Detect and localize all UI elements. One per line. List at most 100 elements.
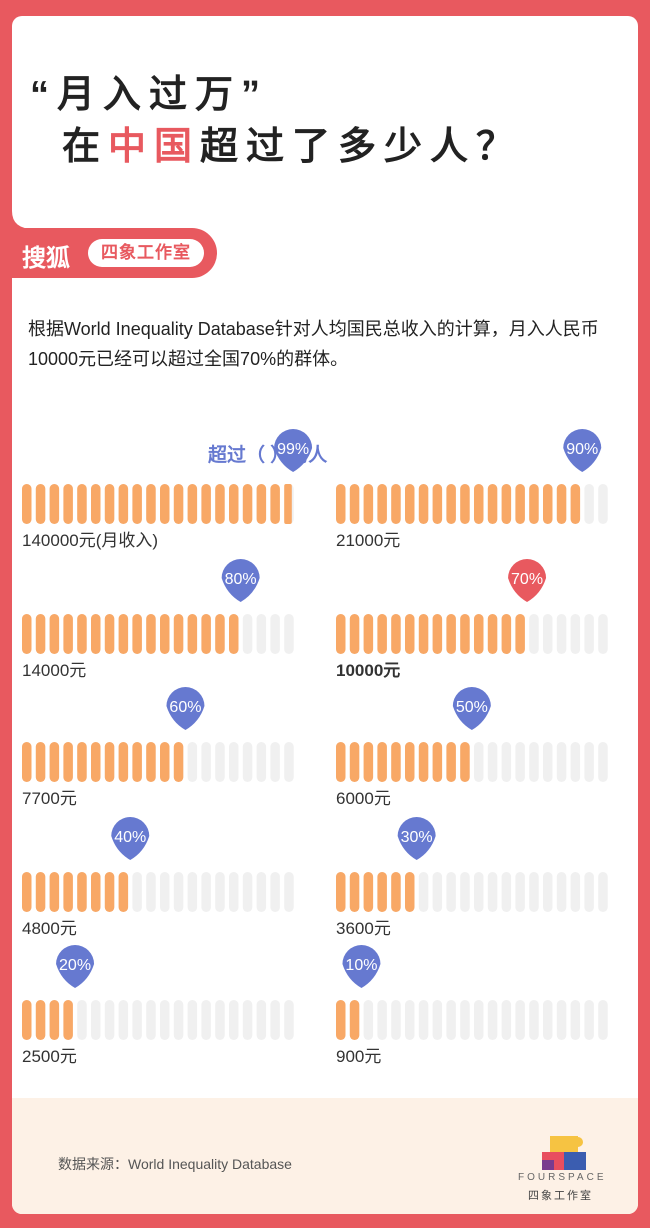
bar-segment-filled [363,872,374,912]
percent-marker [274,429,313,472]
bar-segment-filled [49,484,60,524]
bar-segment-filled [336,614,346,654]
bar-segment-filled [49,872,60,912]
percent-marker [221,559,260,602]
bar-segment-filled [91,484,101,524]
bar-segment-empty [474,1000,484,1040]
bar-segment-empty [187,1000,198,1040]
bar-segment-filled [215,484,225,524]
bar-segment-empty [556,614,567,654]
bar-segment-filled [487,614,498,654]
percent-label: 20% [59,957,91,974]
bar-segment-empty [377,1000,387,1040]
bar-segment-filled [405,484,415,524]
bar-segment-empty [584,742,594,782]
bar-segment-filled [22,1000,32,1040]
bar-segment-filled [242,484,253,524]
title-prefix: 在 [62,126,109,168]
bar-group-7: 40% 4800元 [22,817,294,938]
bar-segment-empty [584,484,594,524]
bar-segment-empty [474,872,484,912]
bar-segment-empty [187,742,198,782]
bar-segment-filled [432,742,443,782]
bar-segment-filled [77,872,87,912]
bar-segment-filled [118,742,129,782]
bar-group-1: 99% 140000元(月收入) [22,429,313,550]
bar-segment-filled [270,484,280,524]
bar-segment-filled [77,614,87,654]
bar-segment-empty [132,1000,142,1040]
bar-segment-filled [132,614,142,654]
bar-segment-filled [349,484,360,524]
bar-segment-filled [363,742,374,782]
bar-segment-filled [118,614,129,654]
bar-segment-empty [363,1000,374,1040]
bar-segment-empty [543,1000,553,1040]
bar-segment-empty [173,872,184,912]
fourspace-logo-icon [542,1136,586,1170]
bar-segment-empty [187,872,198,912]
bar-segment-filled [132,742,142,782]
title-line-1: “月入过万” [30,74,269,116]
bar-segment-filled [118,484,129,524]
bar-segment-filled [63,484,73,524]
bar-segment-filled [391,614,401,654]
percent-marker [111,817,150,860]
bar-segment-empty [391,1000,401,1040]
bar-segment-empty [501,872,512,912]
bar-segment-empty [543,742,553,782]
category-label: 900元 [336,1047,381,1066]
bar-segment-empty [201,1000,211,1040]
bar-segment-empty [284,742,294,782]
percent-label: 10% [345,957,377,974]
bar-segment-filled [49,742,60,782]
bar-segment-empty [598,872,608,912]
bar-segment-filled [391,742,401,782]
bar-segment-filled [22,872,32,912]
bar-segment-filled [146,742,156,782]
bar-segment-filled [160,484,170,524]
bar-group-5: 60% 7700元 [22,687,294,808]
bar-segment-empty [584,614,594,654]
description-text: 根据World Inequality Database针对人均国民总收入的计算，… [28,319,599,369]
bar-segment-filled [35,484,46,524]
bar-segment-filled [349,742,360,782]
bar-segment-filled [146,484,156,524]
bar-segment-filled [284,484,292,524]
bar-segment-empty [556,872,567,912]
percent-marker [563,429,602,472]
bar-segment-empty [104,1000,115,1040]
bar-segment-empty [160,1000,170,1040]
bar-segment-empty [270,1000,280,1040]
bar-segment-empty [242,742,253,782]
bar-segment-filled [405,614,415,654]
bar-segment-filled [418,484,429,524]
percent-marker [56,945,95,988]
bar-segment-filled [349,614,360,654]
category-label: 3600元 [336,919,391,938]
bar-segment-empty [515,742,525,782]
bar-segment-filled [91,872,101,912]
bar-segment-filled [487,484,498,524]
category-label: 21000元 [336,531,400,550]
bar-segment-filled [160,742,170,782]
bar-segment-empty [487,872,498,912]
bar-segment-empty [487,1000,498,1040]
bar-group-4: 70% 10000元 [336,559,608,680]
bar-segment-empty [201,742,211,782]
logo-chinese: 四象工作室 [528,1190,593,1202]
bar-segment-filled [446,614,456,654]
bar-segment-filled [418,742,429,782]
data-source: 数据来源：World Inequality Database [58,1156,292,1172]
bar-segment-filled [63,872,73,912]
bar-segment-filled [377,742,387,782]
bar-segment-filled [570,484,581,524]
bar-segment-empty [446,1000,456,1040]
bar-segment-filled [187,614,198,654]
percent-label: 50% [456,699,488,716]
bar-segment-filled [460,742,470,782]
bar-segment-empty [432,1000,443,1040]
bar-segment-filled [22,484,32,524]
bar-segment-empty [256,614,267,654]
bar-segment-empty [284,872,294,912]
